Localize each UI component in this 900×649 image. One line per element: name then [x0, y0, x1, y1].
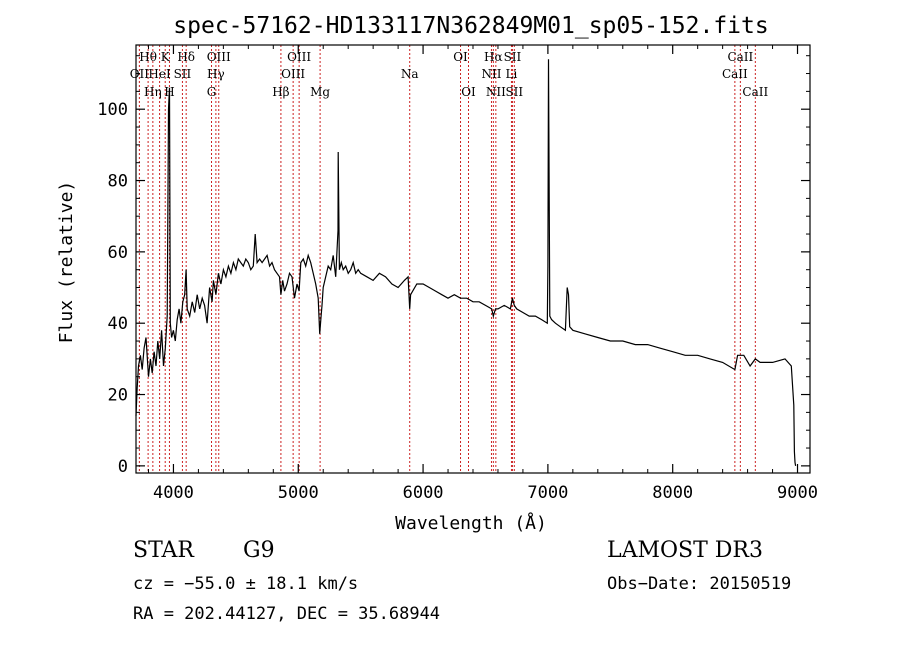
- spectral-line-label: Na: [401, 67, 419, 81]
- x-axis: 4000 5000 6000 7000 8000 9000: [147, 45, 818, 503]
- survey-release: LAMOST DR3: [607, 538, 763, 563]
- spectral-subclass: G9: [243, 538, 275, 563]
- spectral-line-label: OI: [453, 50, 468, 64]
- spectral-line-label: NII: [481, 67, 501, 81]
- y-tick-label: 80: [108, 172, 128, 192]
- spectral-line-label: Hθ: [139, 50, 157, 64]
- x-tick-label: 9000: [777, 483, 818, 503]
- spectral-line-label: OI: [461, 85, 476, 99]
- spectral-line-label: K: [161, 50, 171, 64]
- spectral-line-label: Hβ: [272, 85, 289, 99]
- spectral-line-label: Hα: [484, 50, 503, 64]
- spectral-line-label: SII: [505, 85, 523, 99]
- y-tick-label: 20: [108, 386, 128, 406]
- spectral-line-label: CaII: [722, 67, 748, 81]
- spectral-line-label: CaII: [742, 85, 768, 99]
- x-tick-label: 8000: [652, 483, 693, 503]
- x-tick-label: 7000: [527, 483, 568, 503]
- y-tick-label: 0: [118, 457, 128, 477]
- coordinates: RA = 202.44127, DEC = 35.68944: [133, 604, 441, 624]
- x-tick-label: 5000: [278, 483, 319, 503]
- y-axis-label: Flux (relative): [56, 181, 77, 344]
- redshift-velocity: cz = −55.0 ± 18.1 km/s: [133, 574, 359, 594]
- spectrum-line: [135, 59, 797, 466]
- spectral-line-label: SII: [504, 50, 522, 64]
- observation-date: Obs−Date: 20150519: [607, 574, 792, 594]
- spectral-line-label: OIII: [207, 50, 231, 64]
- y-tick-label: 100: [97, 100, 128, 120]
- line-markers: [138, 45, 756, 473]
- y-axis: 0 20 40 60 80 100: [97, 55, 810, 477]
- spectral-line-label: Hγ: [207, 67, 225, 81]
- spectral-line-label: Hη: [144, 85, 162, 99]
- y-tick-label: 60: [108, 243, 128, 263]
- spectral-line-label: HeI: [148, 67, 171, 81]
- spectral-line-label: SII: [174, 67, 192, 81]
- spectral-line-label: Hδ: [177, 50, 195, 64]
- x-tick-label: 4000: [153, 483, 194, 503]
- object-type: STAR: [133, 538, 194, 563]
- spectral-line-label: CaII: [727, 50, 753, 64]
- x-tick-label: 6000: [403, 483, 444, 503]
- spectral-line-label: Mg: [310, 85, 330, 99]
- chart-title: spec-57162-HD133117N362849M01_sp05-152.f…: [173, 13, 768, 39]
- spectral-line-label: Li: [506, 67, 518, 81]
- spectral-line-label: OIII: [281, 67, 305, 81]
- y-tick-label: 40: [108, 314, 128, 334]
- x-axis-label: Wavelength (Å): [395, 512, 547, 534]
- spectral-line-label: OIII: [287, 50, 311, 64]
- spectral-line-label: G: [207, 85, 217, 99]
- spectral-line-label: NII: [486, 85, 506, 99]
- plot-frame: [135, 44, 811, 474]
